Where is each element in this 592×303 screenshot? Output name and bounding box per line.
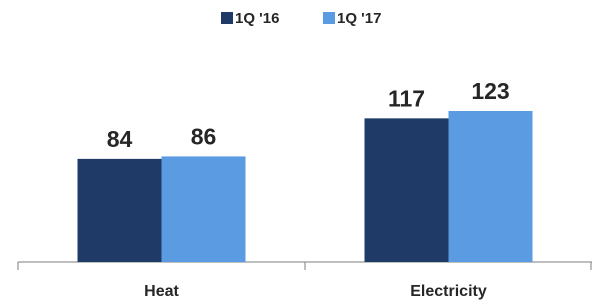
legend-swatch [323,12,335,24]
x-tick-label: Electricity [410,283,487,300]
bar [449,111,533,262]
value-label: 84 [107,126,133,152]
page: {"chart_data": {"type": "bar", "categori… [0,0,592,303]
chart: 1Q '16 1Q '17 Heat 84 86 Electricity 117 123 [0,0,592,303]
legend-label: 1Q '17 [337,10,381,27]
value-label: 86 [191,124,217,150]
value-label: 117 [388,85,425,111]
bar [162,156,246,262]
bar [365,118,449,262]
value-label: 123 [471,78,509,104]
bar [78,159,162,262]
legend-label: 1Q '16 [235,10,279,27]
x-tick-label: Heat [144,283,179,300]
legend-swatch [221,12,233,24]
